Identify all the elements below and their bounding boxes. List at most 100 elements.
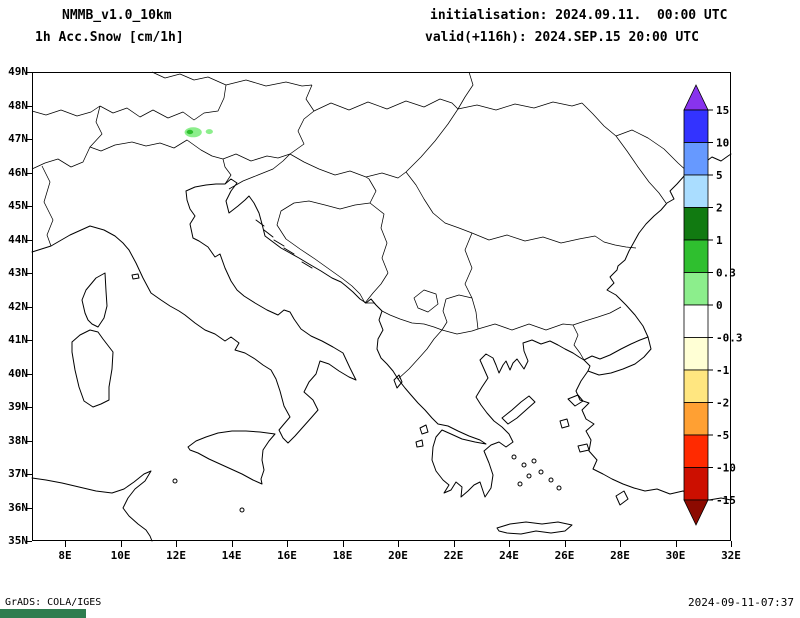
cyclades-island [556,485,562,491]
x-axis-label: 8E [58,549,72,562]
basemap [31,71,732,542]
y-axis-tick [26,172,32,174]
x-axis-label: 14E [221,549,242,562]
colorbar-bottom-tip [683,499,709,526]
x-axis-label: 26E [554,549,575,562]
y-axis-label: 36N [8,500,28,514]
ionian-island [415,439,424,448]
y-axis-label: 38N [8,433,28,447]
dalmatian-island [263,229,274,238]
x-axis-tick [120,541,122,547]
x-axis-label: 24E [499,549,519,562]
pantelleria-island [172,478,178,484]
country-borders-layer [31,71,690,380]
x-axis-tick [231,541,233,547]
y-axis-tick [26,239,32,241]
colorbar-segment [683,402,709,436]
cyclades-island [531,458,537,464]
y-axis-label: 37N [8,467,28,480]
colorbar-segment [683,272,709,306]
samos-coastline [577,443,590,453]
colorbar-label: -5 [716,429,729,442]
cyclades-island [521,462,527,468]
y-axis-label: 44N [8,232,28,246]
colorbar-segment [683,174,709,208]
snow-shading-layer [184,127,213,138]
x-axis-label: 16E [277,549,297,562]
y-axis-label: 43N [8,266,28,279]
colorbar-top-tip [683,84,709,111]
y-axis-tick [26,541,32,542]
rhodes-coastline [615,490,629,506]
x-axis-tick [287,541,288,547]
colorbar-label: 2 [716,202,723,215]
elba-coastline [131,273,140,280]
chios-coastline [559,418,570,429]
euboea-coastline [501,395,536,425]
y-axis-tick [26,373,32,375]
y-axis-tick [26,139,32,140]
dalmatian-island [301,261,313,269]
cyclades-island [511,454,517,460]
colorbar-segment [683,239,709,273]
y-axis-tick [26,474,32,475]
y-axis-tick [26,72,32,73]
colorbar-label: -2 [716,397,729,410]
colorbar-segment [683,109,709,143]
y-axis-label: 48N [8,98,28,112]
gallipoli-coastline [583,359,591,372]
y-axis-tick [26,206,32,207]
snow-area [205,129,213,135]
y-axis-label: 40N [8,366,28,380]
colorbar-segment [683,207,709,241]
x-axis-label: 28E [610,549,630,562]
colorbar-segment [683,434,709,468]
x-axis-label: 30E [665,549,686,562]
coastlines-layer [31,153,732,542]
y-axis-label: 41N [8,333,28,346]
y-axis-tick [26,273,32,274]
colorbar-segment [683,369,709,403]
x-axis-tick [342,541,344,547]
crete-coastline [496,521,573,535]
grads-logo-strip [0,609,86,618]
cyclades-island [538,469,544,475]
x-axis-tick [453,541,455,547]
colorbar-label: 10 [716,137,729,150]
x-axis-tick [620,541,621,547]
sicily-coastline [187,430,276,485]
map-frame-border [32,72,731,541]
variable-name: 1h Acc.Snow [cm/1h] [35,30,184,45]
y-axis-label: 39N [8,400,28,413]
sardinia-coastline [71,329,114,408]
colorbar-segment [683,337,709,371]
colorbar-segment [683,304,709,338]
x-axis-tick [675,541,677,547]
colorbar-svg: 15 10 5 2 1 0.3 0 -0.3 -1 -2 -5 -10 -15 [683,84,743,526]
y-axis-tick [26,105,32,107]
ionian-island [419,424,429,435]
x-axis-tick [731,541,732,547]
mainland-coastline [31,153,732,498]
init-time: initialisation: 2024.09.11. 00:00 UTC [430,8,728,23]
grads-credit: GrADS: COLA/IGES [5,597,102,608]
dalmatian-island [283,247,295,255]
colorbar-label: 1 [716,234,723,247]
x-axis-tick [509,541,510,547]
colorbar-label: 0 [716,299,723,312]
y-axis-tick [26,407,32,408]
snow-area [186,129,194,135]
x-axis-label: 18E [332,549,353,562]
y-axis-tick [26,340,32,341]
x-axis-label: 32E [721,549,741,562]
valid-time: valid(+116h): 2024.SEP.15 20:00 UTC [425,30,699,45]
x-axis-label: 20E [388,549,408,562]
colorbar-label: 5 [716,169,723,182]
y-axis-label: 35N [8,534,28,547]
marmara-coastline [587,336,652,376]
corfu-coastline [393,374,403,389]
map-plot-area [31,71,732,542]
y-axis-label: 49N [8,65,28,78]
colorbar-label: -0.3 [716,332,743,345]
